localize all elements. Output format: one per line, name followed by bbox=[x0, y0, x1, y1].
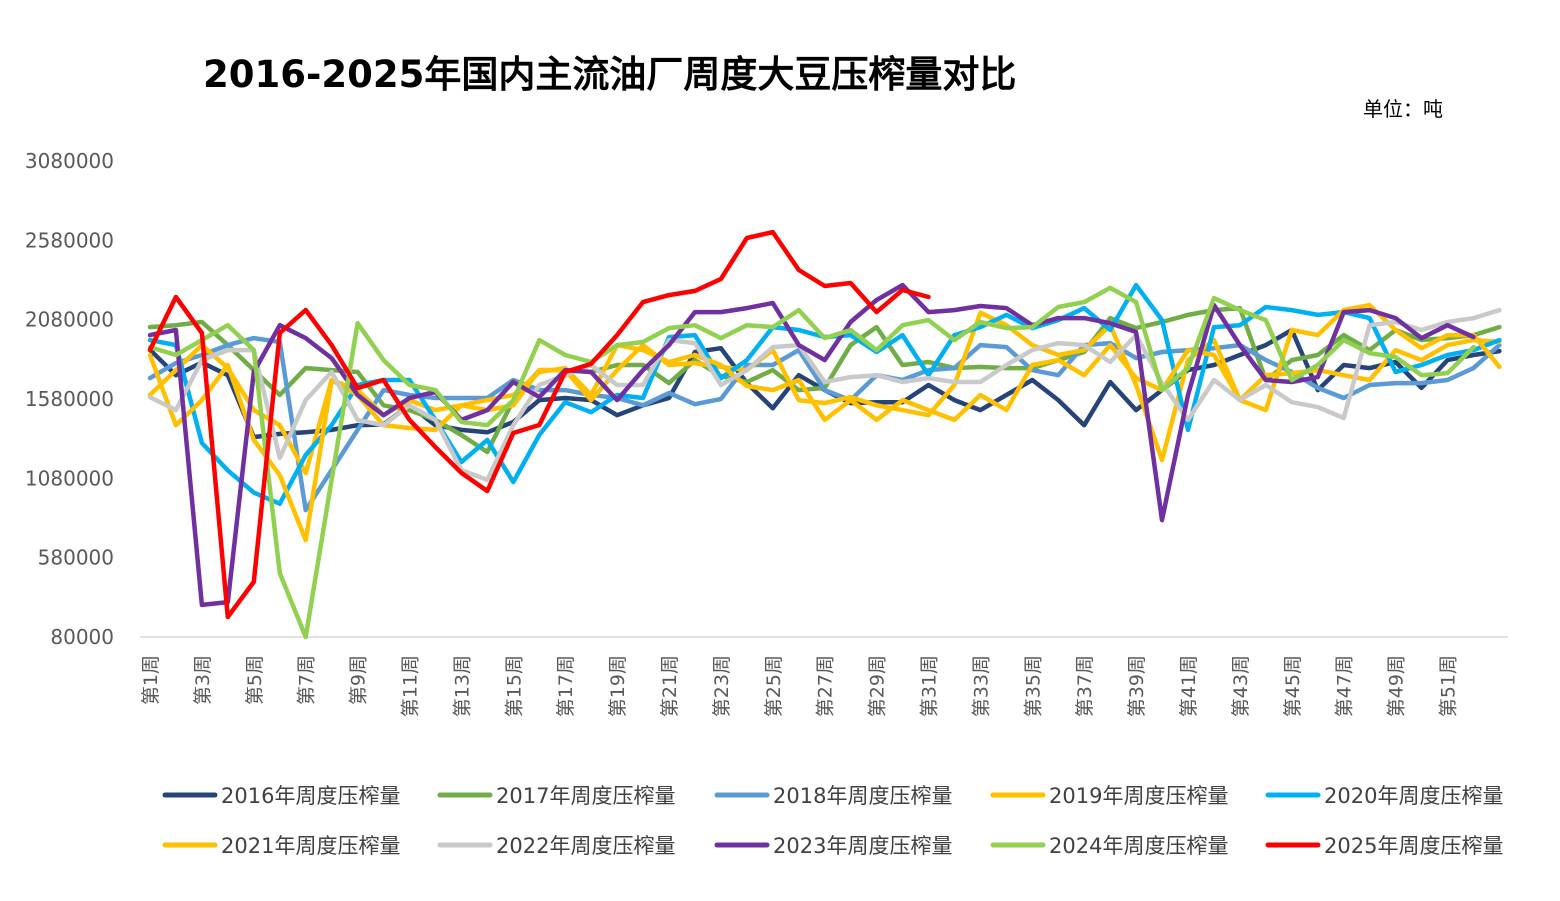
x-tick-label: 第31周 bbox=[919, 655, 941, 717]
x-tick-label: 第39周 bbox=[1126, 655, 1148, 717]
y-tick-label: 3080000 bbox=[25, 149, 114, 173]
legend-label: 2020年周度压榨量 bbox=[1324, 784, 1503, 808]
legend-label: 2019年周度压榨量 bbox=[1049, 784, 1228, 808]
legend-label: 2023年周度压榨量 bbox=[773, 834, 952, 858]
x-tick-label: 第9周 bbox=[348, 655, 370, 705]
x-tick-label: 第11周 bbox=[400, 655, 422, 717]
x-tick-label: 第37周 bbox=[1074, 655, 1096, 717]
x-tick-label: 第29周 bbox=[867, 655, 889, 717]
y-tick-label: 580000 bbox=[38, 546, 114, 570]
y-tick-label: 1580000 bbox=[25, 387, 114, 411]
x-tick-label: 第27周 bbox=[815, 655, 837, 717]
legend-label: 2021年周度压榨量 bbox=[221, 834, 400, 858]
x-tick-label: 第25周 bbox=[763, 655, 785, 717]
legend-label: 2016年周度压榨量 bbox=[221, 784, 400, 808]
x-tick-label: 第1周 bbox=[140, 655, 162, 705]
series-line-2025年周度压榨量 bbox=[147, 229, 931, 620]
legend-label: 2018年周度压榨量 bbox=[773, 784, 952, 808]
x-tick-label: 第7周 bbox=[296, 655, 318, 705]
series-line-2018年周度压榨量 bbox=[147, 335, 1502, 513]
y-tick-label: 80000 bbox=[50, 625, 114, 649]
unit-label: 单位：吨 bbox=[1363, 97, 1443, 121]
x-tick-label: 第41周 bbox=[1178, 655, 1200, 717]
x-tick-label: 第5周 bbox=[244, 655, 266, 705]
x-tick-label: 第15周 bbox=[503, 655, 525, 717]
series-line-2023年周度压榨量 bbox=[147, 282, 1476, 608]
y-tick-label: 2080000 bbox=[25, 308, 114, 332]
x-tick-label: 第21周 bbox=[659, 655, 681, 717]
series-line-2021年周度压榨量 bbox=[147, 302, 1502, 543]
y-tick-label: 2580000 bbox=[25, 228, 114, 252]
series-line-2022年周度压榨量 bbox=[147, 307, 1502, 483]
legend-label: 2017年周度压榨量 bbox=[496, 784, 675, 808]
legend-label: 2025年周度压榨量 bbox=[1324, 834, 1503, 858]
x-tick-label: 第47周 bbox=[1334, 655, 1356, 717]
chart-title: 2016-2025年国内主流油厂周度大豆压榨量对比 bbox=[203, 53, 1017, 96]
x-tick-label: 第19周 bbox=[607, 655, 629, 717]
y-tick-label: 1080000 bbox=[25, 466, 114, 490]
x-tick-label: 第17周 bbox=[555, 655, 577, 717]
x-tick-label: 第49周 bbox=[1386, 655, 1408, 717]
x-tick-label: 第35周 bbox=[1022, 655, 1044, 717]
x-tick-label: 第45周 bbox=[1282, 655, 1304, 717]
series-line-2024年周度压榨量 bbox=[147, 285, 1476, 640]
x-tick-label: 第13周 bbox=[451, 655, 473, 717]
legend-label: 2024年周度压榨量 bbox=[1049, 834, 1228, 858]
x-tick-label: 第33周 bbox=[970, 655, 992, 717]
x-tick-label: 第23周 bbox=[711, 655, 733, 717]
x-tick-label: 第51周 bbox=[1438, 655, 1460, 717]
legend-label: 2022年周度压榨量 bbox=[496, 834, 675, 858]
x-tick-label: 第43周 bbox=[1230, 655, 1252, 717]
x-tick-label: 第3周 bbox=[192, 655, 214, 705]
